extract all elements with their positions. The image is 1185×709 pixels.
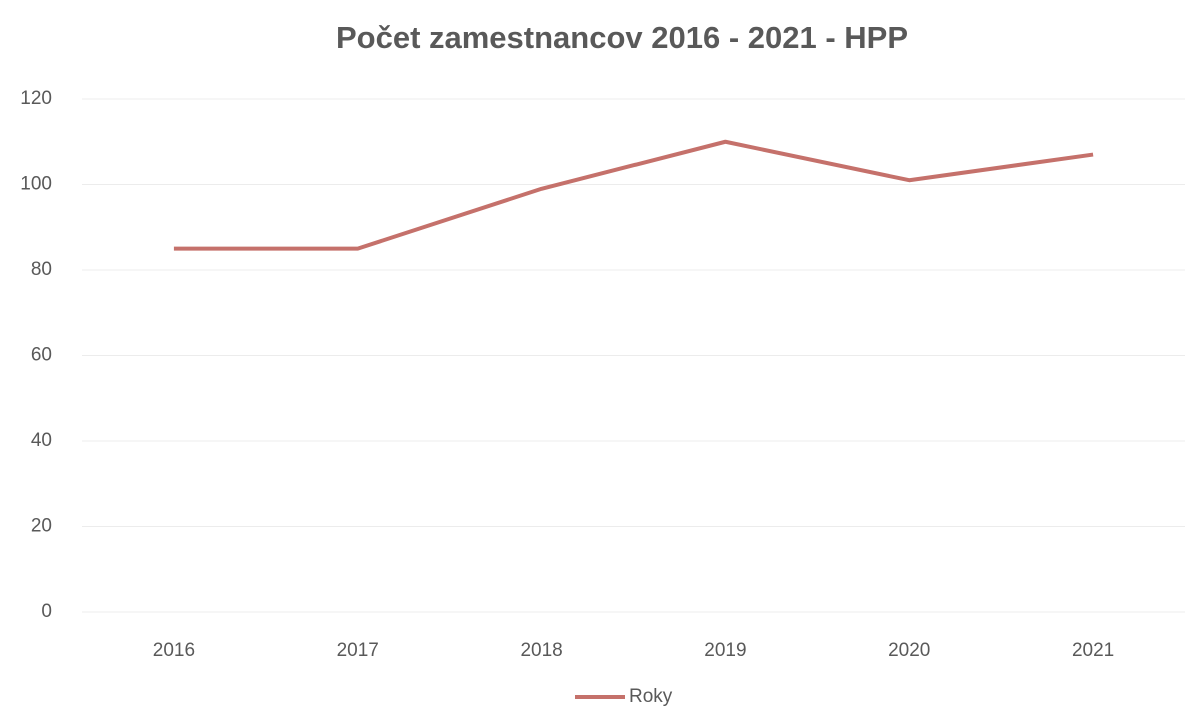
x-tick-label: 2016 (153, 640, 195, 661)
chart-title: Počet zamestnancov 2016 - 2021 - HPP (336, 20, 908, 55)
x-tick-label: 2018 (520, 640, 562, 661)
x-tick-label: 2017 (337, 640, 379, 661)
y-tick-label: 60 (31, 345, 52, 366)
x-tick-label: 2019 (704, 640, 746, 661)
y-tick-label: 120 (20, 88, 52, 109)
y-tick-label: 0 (41, 601, 52, 622)
x-tick-label: 2021 (1072, 640, 1114, 661)
y-tick-label: 40 (31, 430, 52, 451)
legend-label: Roky (629, 686, 673, 707)
y-tick-label: 20 (31, 516, 52, 537)
x-tick-label: 2020 (888, 640, 930, 661)
data-line (173, 139, 1094, 251)
y-tick-label: 100 (20, 174, 52, 195)
y-tick-label: 80 (31, 259, 52, 280)
